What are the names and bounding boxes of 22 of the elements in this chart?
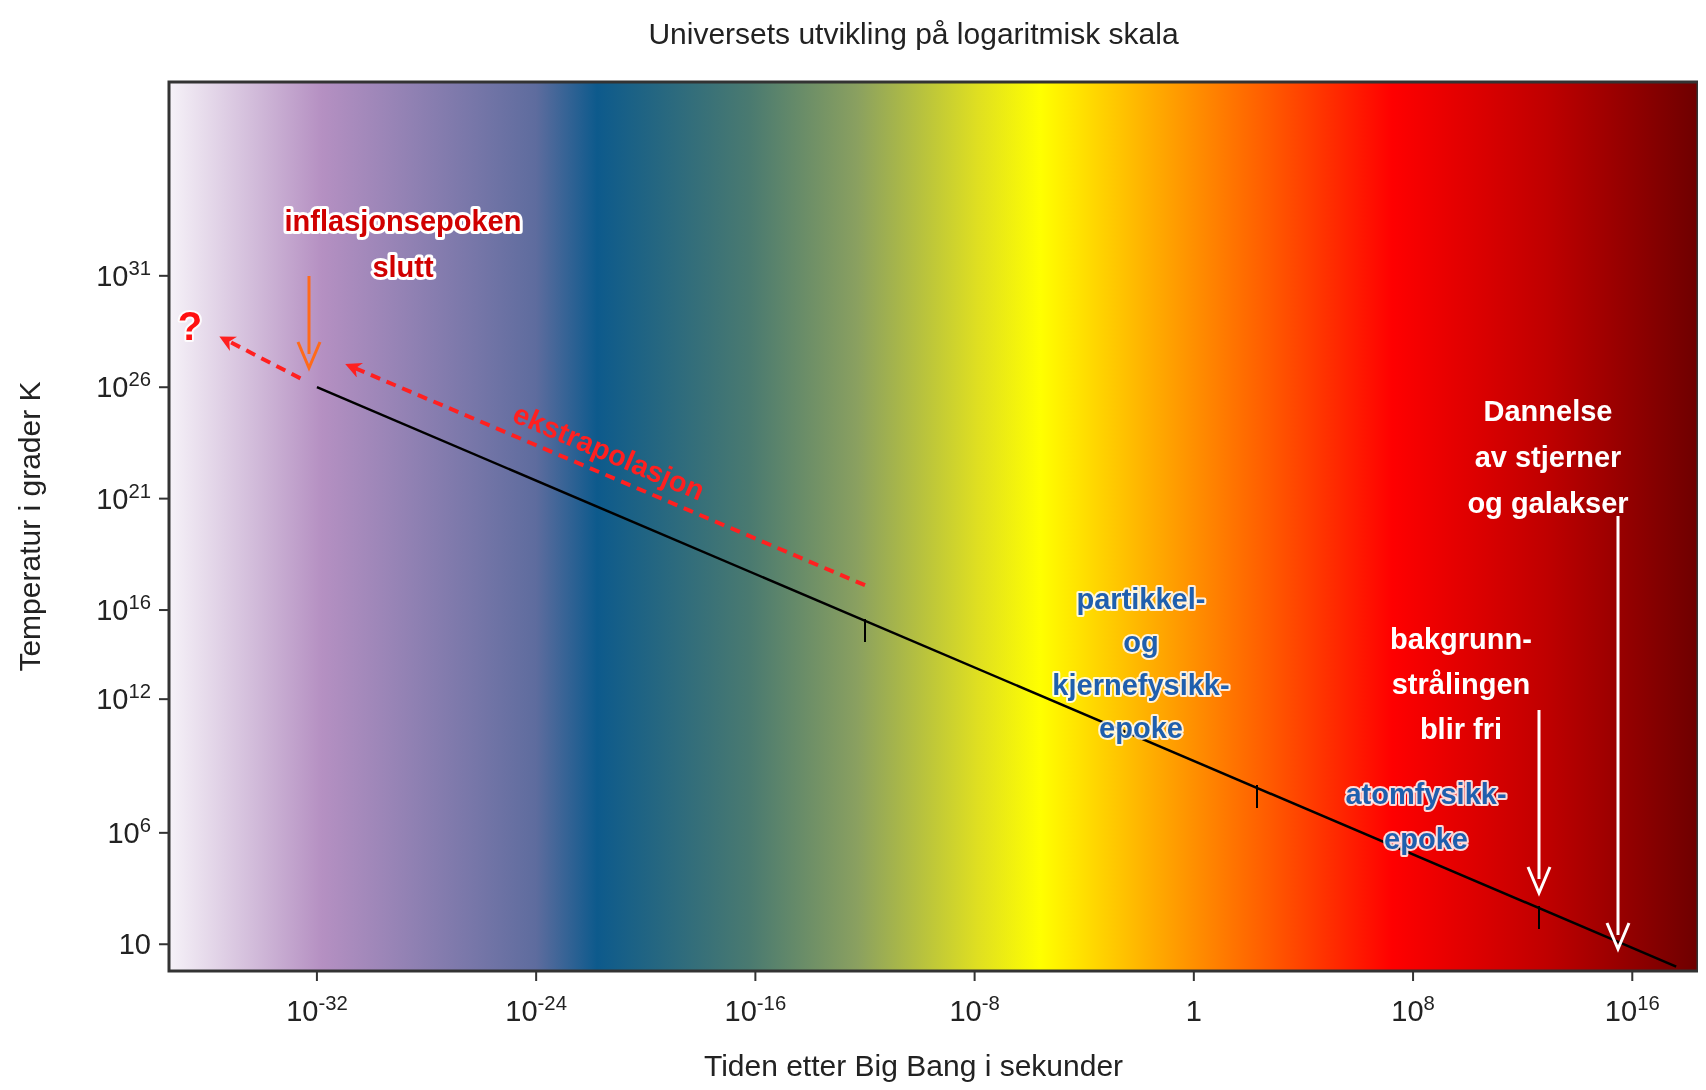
chart-title: Universets utvikling på logaritmisk skala [648, 17, 1179, 50]
annotation: ? [177, 304, 203, 348]
x-tick-label: 10$^{-8}$ [949, 992, 1000, 1027]
x-tick-label: 10$^{8}$ [1391, 992, 1435, 1027]
x-tick-label: 10$^{-24}$ [505, 992, 567, 1027]
x-tick-label: 10$^{-16}$ [724, 992, 787, 1027]
y-tick-label: 10$^{26}$ [96, 368, 151, 404]
x-tick-label: 1 [1185, 995, 1202, 1027]
y-tick-label: 10$^{16}$ [96, 591, 151, 627]
y-tick-label: 10$^{21}$ [96, 479, 151, 515]
y-tick-label: 10$^{6}$ [107, 813, 151, 849]
annotation: inflasjonsepoken slutt [284, 205, 522, 283]
x-tick-label: 10$^{-32}$ [286, 992, 348, 1027]
x-axis-title: Tiden etter Big Bang i sekunder [703, 1049, 1124, 1082]
annotation: atomfysikk- epoke [1345, 778, 1507, 855]
y-tick-label: 10 [118, 928, 151, 961]
x-tick-label: 10$^{16}$ [1604, 992, 1660, 1027]
annotation: bakgrunn- strålingen blir fri [1390, 623, 1532, 745]
annotation: Dannelse av stjerner og galakser [1467, 395, 1629, 519]
y-axis-title: Temperatur i grader K [13, 381, 46, 672]
y-tick-label: 10$^{12}$ [96, 680, 151, 716]
y-tick-label: 10$^{31}$ [96, 256, 151, 292]
